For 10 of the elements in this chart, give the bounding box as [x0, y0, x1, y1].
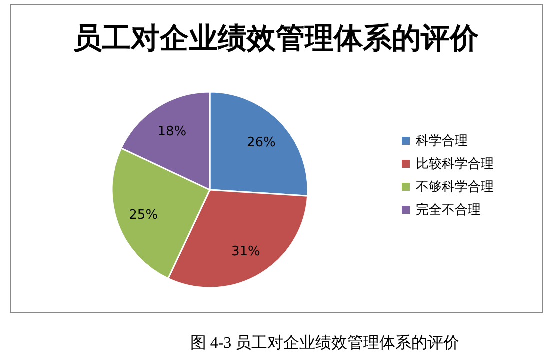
legend-label: 不够科学合理 — [416, 180, 494, 195]
legend-label: 完全不合理 — [416, 202, 481, 218]
data-label: 25% — [129, 208, 158, 223]
data-label: 26% — [246, 136, 276, 151]
data-label: 31% — [231, 244, 260, 260]
chart-title: 员工对企业绩效管理体系的评价 — [73, 23, 480, 55]
legend-label: 比较科学合理 — [416, 157, 494, 172]
legend-label: 科学合理 — [416, 134, 468, 149]
data-label: 18% — [158, 124, 187, 140]
caption: 图 4-3 员工对企业绩效管理体系的评价 — [190, 334, 460, 352]
